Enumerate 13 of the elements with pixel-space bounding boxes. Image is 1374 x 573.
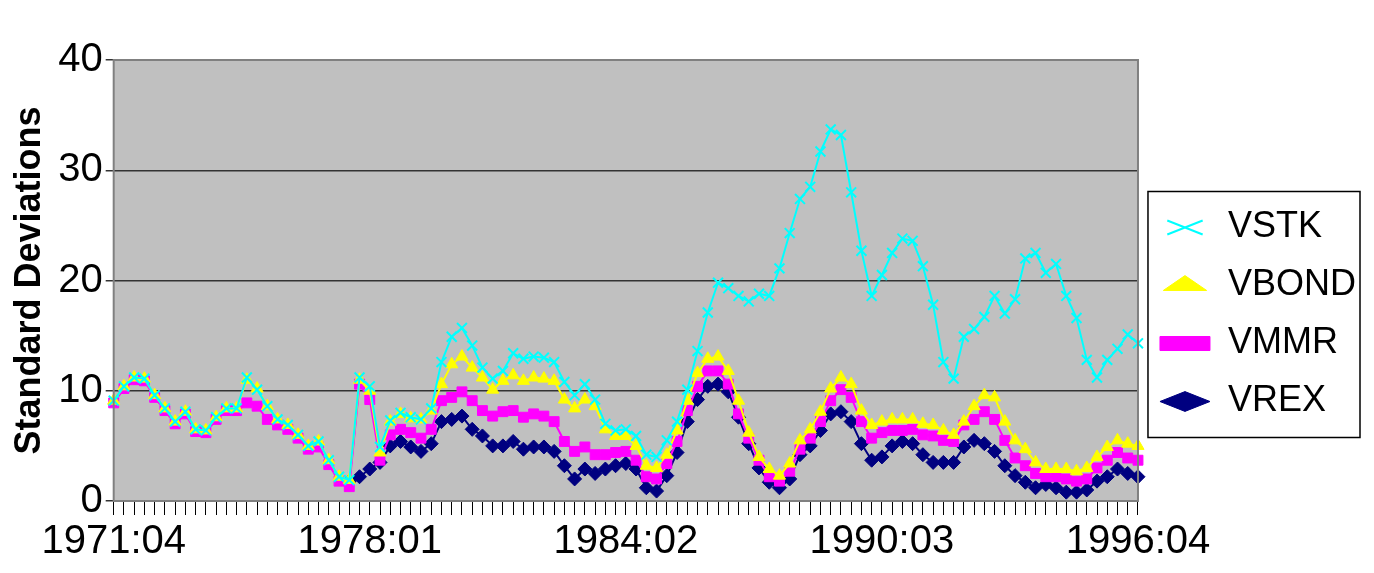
y-tick-label: 10 xyxy=(58,365,103,410)
x-tick-label: 1996:04 xyxy=(1065,517,1211,562)
y-tick-label: 20 xyxy=(58,255,103,300)
y-axis-title: Standard Deviations xyxy=(6,106,48,455)
y-tick-label: 40 xyxy=(58,35,103,80)
legend-label: VBOND xyxy=(1227,262,1357,304)
x-tick-label: 1978:01 xyxy=(297,517,443,562)
y-tick-label: 30 xyxy=(58,145,103,190)
x-tick-label: 1990:03 xyxy=(809,517,955,562)
x-tick-label: 1984:02 xyxy=(553,517,699,562)
legend-label: VMMR xyxy=(1227,320,1338,362)
legend-label: VSTK xyxy=(1227,204,1323,246)
legend-label: VREX xyxy=(1227,378,1327,420)
